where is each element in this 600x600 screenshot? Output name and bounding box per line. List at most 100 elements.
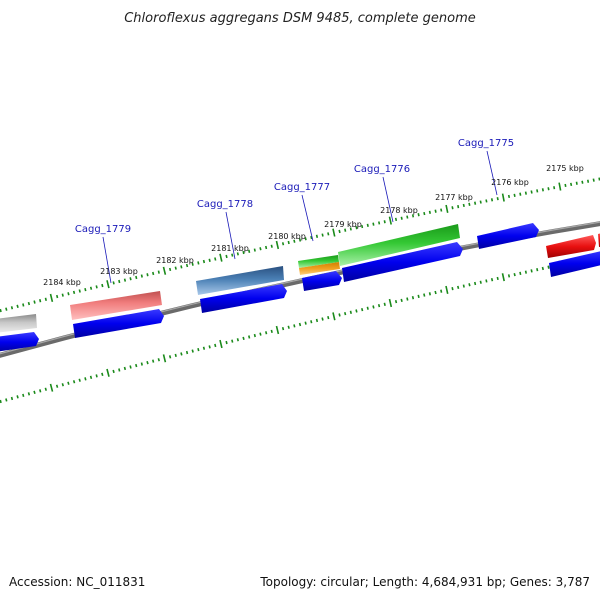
inner-tick [417,294,420,299]
inner-tick [197,348,200,352]
outer-tick [293,239,296,243]
inner-tick [394,300,398,304]
outer-tick [524,191,527,195]
inner-tick [485,279,488,283]
inner-tick [265,331,268,335]
cds-partial-left[interactable] [0,332,39,352]
feature-gray-partial[interactable] [0,314,37,333]
inner-tick [248,335,251,339]
cds-cagg-1779[interactable] [73,309,164,338]
inner-tick [89,375,93,380]
inner-tick [293,324,296,328]
outer-tick [95,285,98,289]
outer-tick [310,235,313,240]
outer-tick [5,307,8,311]
genome-summary-text: Topology: circular; Length: 4,684,931 bp… [259,575,590,589]
outer-tick [27,301,31,306]
cds-cagg-1777[interactable] [302,271,342,291]
inner-tick-ring [0,254,600,404]
cds-cagg-1778[interactable] [200,284,287,313]
cds-cagg-1776[interactable] [342,242,463,282]
inner-tick [361,308,364,312]
gene-label-cagg-1776[interactable]: Cagg_1776 [354,164,410,175]
outer-tick [135,275,138,280]
inner-tick [366,306,369,310]
feature-cagg-1777-green[interactable] [298,255,339,268]
inner-tick [27,392,31,396]
feature-cagg-1776[interactable] [338,224,460,266]
outer-tick [338,229,341,234]
inner-tick [44,387,47,391]
feature-cagg-1777-orange[interactable] [299,262,340,275]
outer-tick [72,290,76,294]
kbp-label-2184: 2184 kbp [43,278,81,287]
inner-tick [496,276,499,281]
inner-tick [547,265,550,269]
outer-tick [575,181,578,185]
outer-tick [457,204,460,209]
inner-tick [451,287,454,291]
inner-tick [39,389,42,393]
outer-tick [445,204,449,213]
gene-label-cagg-1777[interactable]: Cagg_1777 [274,182,330,193]
outer-tick [106,280,110,289]
outer-tick [388,216,392,225]
outer-tick [259,247,262,251]
kbp-label-2175: 2175 kbp [546,164,584,173]
outer-tick [180,265,183,269]
inner-tick [55,384,59,388]
map-title: Chloroflexus aggregans DSM 9485, complet… [124,11,476,26]
outer-tick [366,223,369,227]
inner-tick [174,353,177,357]
inner-tick [49,383,54,392]
outer-tick [197,261,200,265]
kbp-label-2180: 2180 kbp [268,232,306,241]
outer-tick [236,252,239,256]
inner-tick [349,310,352,314]
feature-cagg-1779[interactable] [70,291,162,320]
outer-tick [225,254,228,259]
leader-cagg-1775 [486,150,498,196]
outer-tick [202,259,206,264]
inner-tick [191,349,194,353]
gene-label-cagg-1778[interactable]: Cagg_1778 [197,199,253,210]
gene-label-cagg-1775[interactable]: Cagg_1775 [458,138,514,149]
inner-tick [253,333,256,338]
inner-tick [225,340,228,345]
outer-tick [570,182,573,187]
outer-tick [411,214,415,218]
outer-tick [118,279,121,284]
inner-tick [118,368,121,372]
inner-tick [536,268,539,272]
feature-cagg-1778[interactable] [196,266,284,295]
outer-tick [434,209,437,213]
inner-tick [321,317,324,321]
leader-cagg-1778 [225,211,236,260]
outer-tick [275,240,280,250]
outer-tick [140,274,143,278]
outer-tick [304,237,307,241]
inner-tick [479,280,482,284]
outer-tick [485,199,488,203]
outer-tick [185,263,189,268]
outer-tick [162,266,167,275]
inner-tick [106,368,110,377]
outer-tick [16,304,19,309]
inner-tick [208,345,211,349]
outer-tick [169,267,172,272]
gene-label-cagg-1779[interactable]: Cagg_1779 [75,224,131,235]
inner-tick [468,283,471,287]
inner-tick [344,312,347,316]
outer-tick [394,217,398,222]
inner-tick [355,309,358,313]
inner-tick [242,336,245,340]
feature-red-right[interactable] [546,235,596,258]
outer-tick [84,288,87,292]
outer-tick [112,281,115,285]
outer-tick [423,211,426,216]
outer-tick [231,253,234,257]
kbp-label-2183: 2183 kbp [100,267,138,276]
cds-cagg-1775[interactable] [477,223,539,249]
cds-right-edge[interactable] [549,250,600,277]
